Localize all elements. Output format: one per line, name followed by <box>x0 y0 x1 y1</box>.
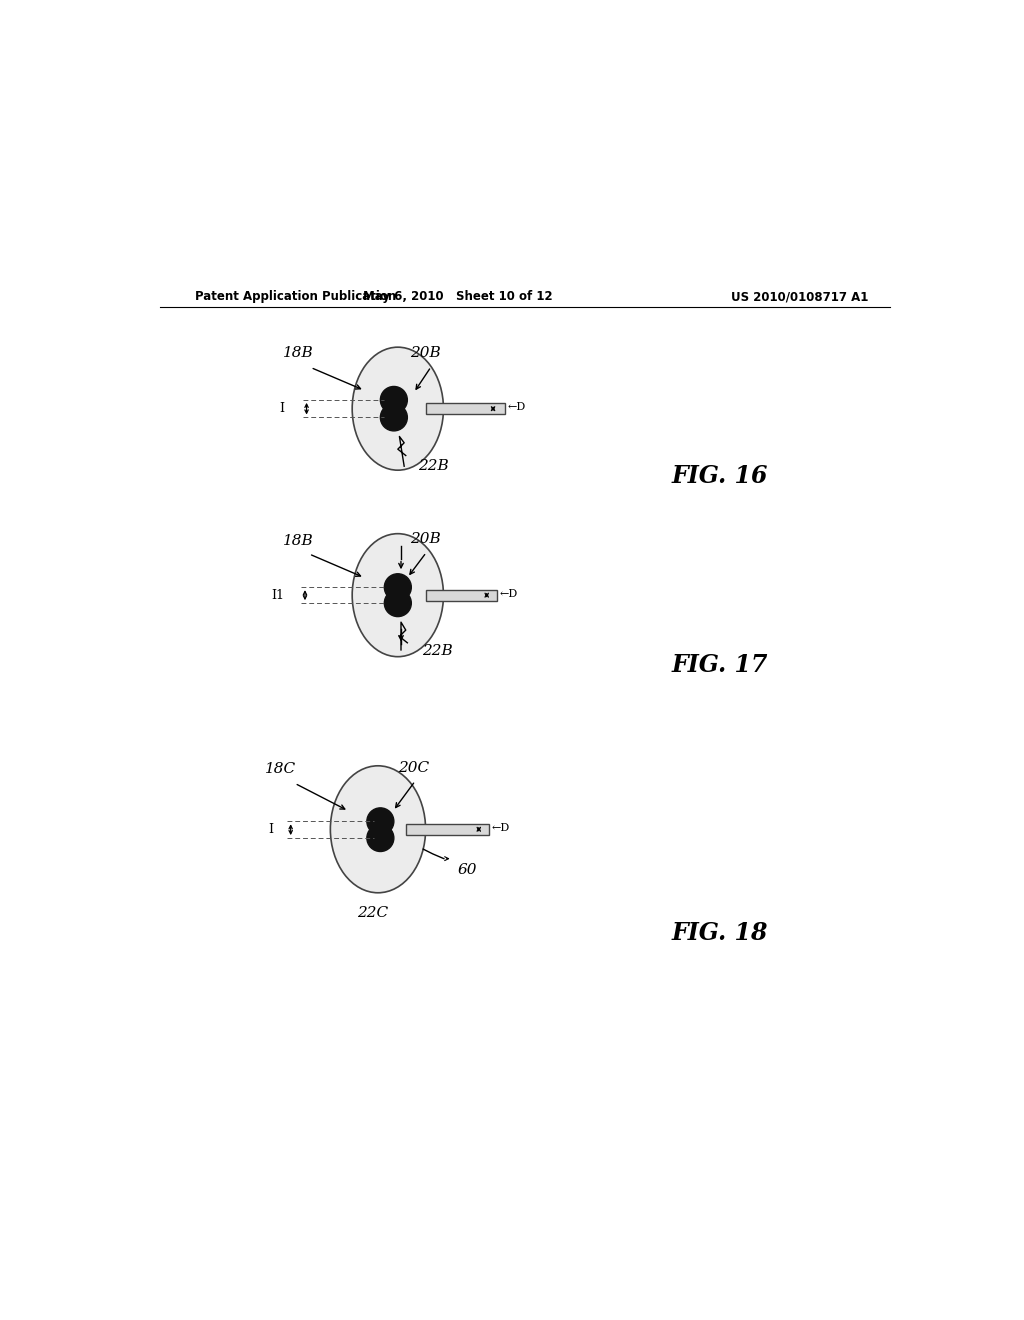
Bar <box>426 403 505 414</box>
Text: 22B: 22B <box>418 458 449 473</box>
Ellipse shape <box>331 766 426 892</box>
Text: FIG. 16: FIG. 16 <box>672 465 768 488</box>
Text: FIG. 18: FIG. 18 <box>672 921 768 945</box>
Circle shape <box>384 574 412 601</box>
Circle shape <box>367 825 394 851</box>
Circle shape <box>380 387 408 413</box>
Text: I1: I1 <box>271 589 285 602</box>
Text: I: I <box>280 403 285 416</box>
Text: 18B: 18B <box>283 533 313 548</box>
Text: ←D: ←D <box>507 403 525 412</box>
Circle shape <box>380 404 408 430</box>
Text: 22C: 22C <box>357 907 388 920</box>
Text: 20B: 20B <box>410 346 440 360</box>
Circle shape <box>367 808 394 834</box>
Text: 18C: 18C <box>264 762 296 776</box>
Text: 60: 60 <box>458 863 477 878</box>
Text: Patent Application Publication: Patent Application Publication <box>196 290 396 304</box>
Text: ←D: ←D <box>500 589 518 598</box>
Text: ←D: ←D <box>492 822 510 833</box>
Text: US 2010/0108717 A1: US 2010/0108717 A1 <box>731 290 868 304</box>
Bar <box>426 590 497 601</box>
Text: 18B: 18B <box>283 346 313 360</box>
Bar <box>406 824 489 834</box>
Text: FIG. 17: FIG. 17 <box>672 653 768 677</box>
Text: 20B: 20B <box>410 532 440 546</box>
Ellipse shape <box>352 347 443 470</box>
Text: 20C: 20C <box>397 760 429 775</box>
Ellipse shape <box>352 533 443 656</box>
Circle shape <box>384 590 412 616</box>
Text: May 6, 2010   Sheet 10 of 12: May 6, 2010 Sheet 10 of 12 <box>362 290 552 304</box>
Text: I: I <box>268 822 273 836</box>
Text: 22B: 22B <box>422 644 453 659</box>
